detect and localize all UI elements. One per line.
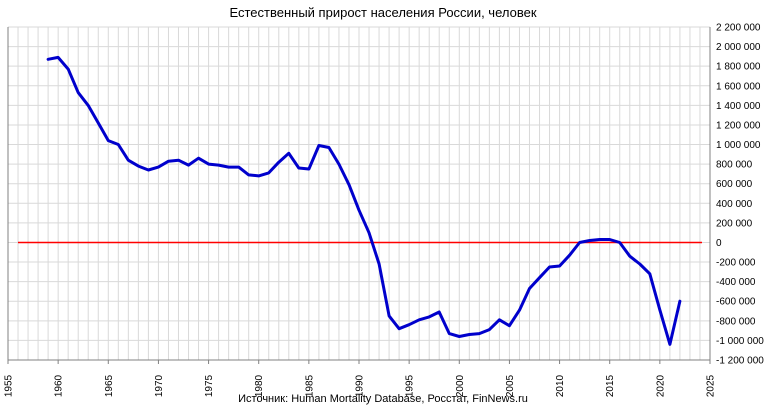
chart-grid	[7, 26, 711, 364]
y-tick-label: -800 000	[716, 316, 756, 327]
y-tick-label: 400 000	[716, 199, 753, 210]
y-tick-label: 1 000 000	[716, 140, 761, 151]
y-axis-tick-labels: 2 200 000 2 000 000 1 800 000 1 600 000 1 40…	[716, 23, 764, 367]
x-tick-label: 1995	[405, 374, 416, 397]
x-tick-label: 1980	[254, 374, 265, 397]
y-tick-label: -200 000	[716, 258, 756, 269]
y-tick-label: 2 200 000	[716, 23, 761, 34]
x-tick-label: 1960	[54, 374, 65, 397]
y-tick-label: -600 000	[716, 297, 756, 308]
series-line	[46, 55, 682, 346]
y-tick-label: -1 200 000	[716, 356, 764, 367]
series-layer	[46, 55, 682, 346]
x-tick-label: 1985	[304, 374, 315, 397]
x-tick-label: 1955	[4, 374, 15, 397]
y-tick-label: 200 000	[716, 218, 753, 229]
x-tick-label: 2020	[655, 374, 666, 397]
y-tick-label: -400 000	[716, 277, 756, 288]
chart-title: Естественный прирост населения России, ч…	[229, 5, 536, 20]
x-tick-label: 2010	[555, 374, 566, 397]
x-axis-tick-labels: 1955 1960 1965 1970 1975 1980 1985 1990 1995 2000…	[4, 374, 717, 397]
y-tick-label: 800 000	[716, 160, 753, 171]
y-tick-label: 1 800 000	[716, 62, 761, 73]
x-tick-label: 1975	[204, 374, 215, 397]
x-tick-label: 2000	[455, 374, 466, 397]
x-tick-label: 1990	[355, 374, 366, 397]
chart-source-note: Источник: Human Mortality Database, Росс…	[238, 393, 528, 405]
x-tick-label: 2005	[505, 374, 516, 397]
y-tick-label: 0	[716, 238, 722, 249]
y-tick-label: 2 000 000	[716, 42, 761, 53]
y-tick-label: 1 600 000	[716, 81, 761, 92]
x-tick-label: 1965	[104, 374, 115, 397]
y-tick-label: 600 000	[716, 179, 753, 190]
x-tick-label: 1970	[154, 374, 165, 397]
x-tick-label: 2015	[605, 374, 616, 397]
y-tick-label: 1 400 000	[716, 101, 761, 112]
y-tick-label: -1 000 000	[716, 336, 764, 347]
x-tick-label: 2025	[706, 374, 717, 397]
y-tick-label: 1 200 000	[716, 120, 761, 131]
